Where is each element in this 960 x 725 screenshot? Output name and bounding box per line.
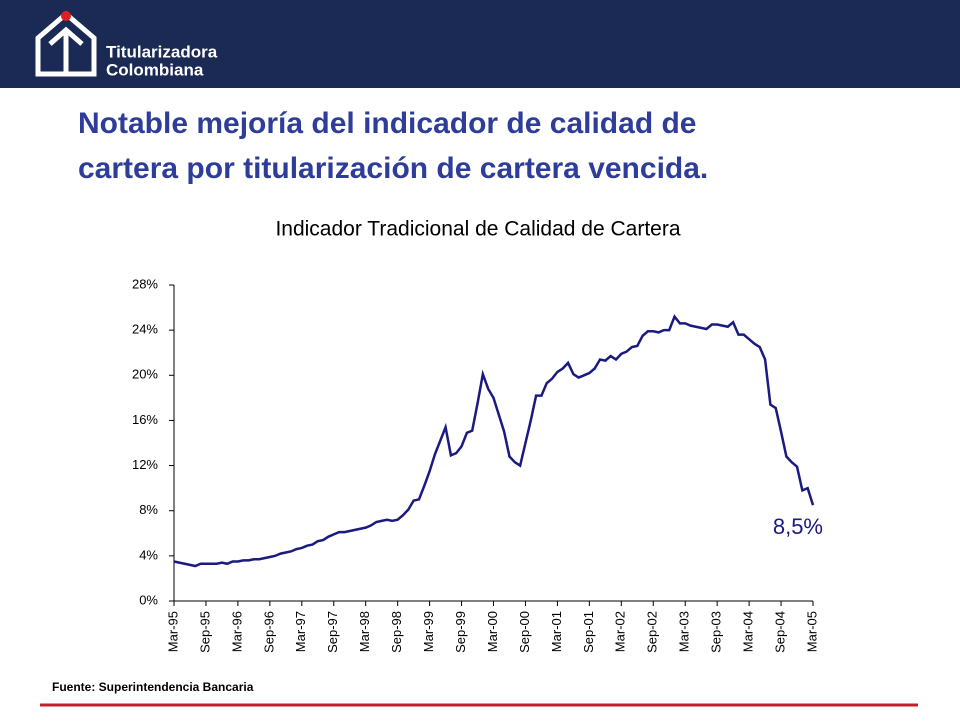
x-tick-label: Mar-01: [549, 611, 564, 652]
logo: Titularizadora Colombiana: [35, 10, 218, 79]
y-tick-label: 4%: [139, 547, 158, 562]
source-note: Fuente: Superintendencia Bancaria: [52, 680, 254, 694]
slide-title: cartera por titularización de cartera ve…: [78, 152, 708, 185]
data-line: [173, 314, 815, 568]
x-tick-label: Mar-99: [421, 611, 436, 652]
slide-title: Notable mejoría del indicador de calidad…: [78, 107, 697, 140]
logo-house: [35, 10, 97, 77]
x-tick-label: Mar-95: [165, 611, 180, 652]
logo-arrow: [48, 26, 84, 74]
chart-title: Indicador Tradicional de Calidad de Cart…: [275, 218, 680, 241]
y-tick-label: 20%: [132, 367, 158, 382]
x-tick-label: Sep-03: [709, 611, 724, 653]
value-label: 8,5%: [773, 514, 823, 539]
x-tick-label: Mar-97: [293, 611, 308, 652]
x-tick-label: Sep-95: [197, 611, 212, 653]
y-tick-label: 16%: [132, 412, 158, 427]
x-tick-label: Mar-02: [613, 611, 628, 652]
y-tick-label: 12%: [132, 457, 158, 472]
x-tick-label: Mar-98: [357, 611, 372, 652]
x-tick-label: Mar-05: [804, 611, 819, 652]
x-tick-label: Mar-00: [485, 611, 500, 652]
y-tick-label: 28%: [132, 276, 158, 291]
x-tick-label: Sep-98: [389, 611, 404, 653]
logo-text: Titularizadora: [106, 42, 218, 61]
header-band: [0, 0, 960, 88]
logo-dot: [61, 11, 71, 21]
x-tick-label: Sep-99: [453, 611, 468, 653]
x-tick-label: Sep-01: [581, 611, 596, 653]
y-tick-label: 24%: [132, 322, 158, 337]
x-tick-label: Sep-97: [325, 611, 340, 653]
x-tick-label: Mar-04: [741, 611, 756, 652]
y-tick-label: 0%: [139, 592, 158, 607]
x-tick-label: Sep-04: [772, 611, 787, 653]
x-tick-label: Sep-96: [261, 611, 276, 653]
x-tick-label: Sep-00: [517, 611, 532, 653]
logo-text: Colombiana: [106, 60, 204, 79]
x-tick-label: Mar-03: [677, 611, 692, 652]
y-tick-label: 8%: [139, 502, 158, 517]
x-tick-label: Mar-96: [229, 611, 244, 652]
x-tick-label: Sep-02: [645, 611, 660, 653]
